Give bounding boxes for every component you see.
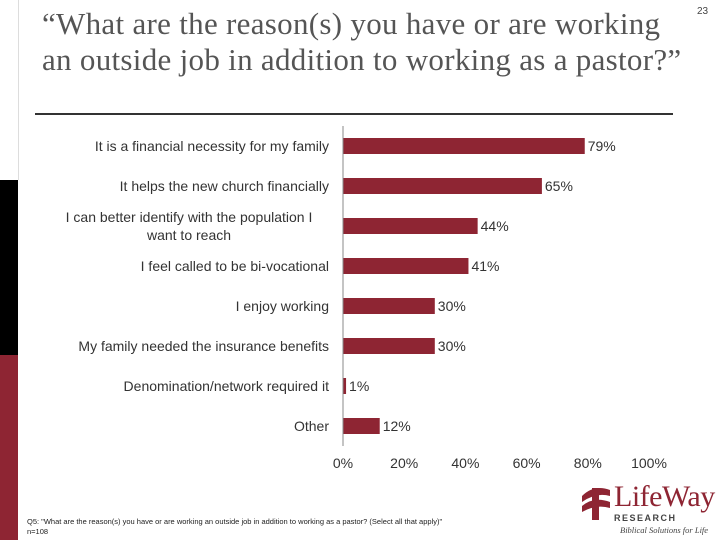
slide-title: “What are the reason(s) you have or are … [42,6,682,77]
data-label: 1% [349,378,369,394]
x-tick-label: 20% [390,455,418,471]
page-number: 23 [697,6,709,17]
footnote: Q5: "What are the reason(s) you have or … [27,517,567,537]
logo-tagline: Biblical Solutions for Life [620,525,709,535]
bar [343,378,347,394]
bar [343,338,435,354]
category-label: I can better identify with the populatio… [66,209,313,243]
logo-wordmark: LifeWay [614,480,715,513]
side-accent-middle [0,180,18,355]
category-label: I enjoy working [236,298,329,314]
bar [343,138,585,154]
title-underline [35,113,673,115]
footnote-question: Q5: "What are the reason(s) you have or … [27,517,443,526]
category-label: I feel called to be bi-vocational [141,258,329,274]
bar [343,298,435,314]
data-label: 44% [481,218,509,234]
bar [343,218,478,234]
bar [343,178,542,194]
side-accent-top [0,0,19,180]
category-label: It is a financial necessity for my famil… [95,138,329,154]
bar [343,418,380,434]
logo-subline: RESEARCH [614,513,677,523]
side-accent-bottom [0,355,18,540]
x-tick-label: 60% [513,455,541,471]
cross-emblem-icon [582,488,610,520]
data-label: 41% [471,258,499,274]
footnote-sample-size: n=108 [27,527,49,536]
data-label: 65% [545,178,573,194]
x-tick-label: 80% [574,455,602,471]
data-label: 30% [438,338,466,354]
data-label: 79% [588,138,616,154]
category-label: Other [294,418,329,434]
category-label: It helps the new church financially [120,178,329,194]
category-label: My family needed the insurance benefits [78,338,329,354]
x-tick-label: 100% [631,455,667,471]
category-label: Denomination/network required it [124,378,330,394]
data-label: 30% [438,298,466,314]
bar [343,258,469,274]
lifeway-research-logo: LifeWay RESEARCH Biblical Solutions for … [578,480,715,538]
x-tick-label: 0% [333,455,353,471]
x-tick-label: 40% [451,455,479,471]
data-label: 12% [383,418,411,434]
